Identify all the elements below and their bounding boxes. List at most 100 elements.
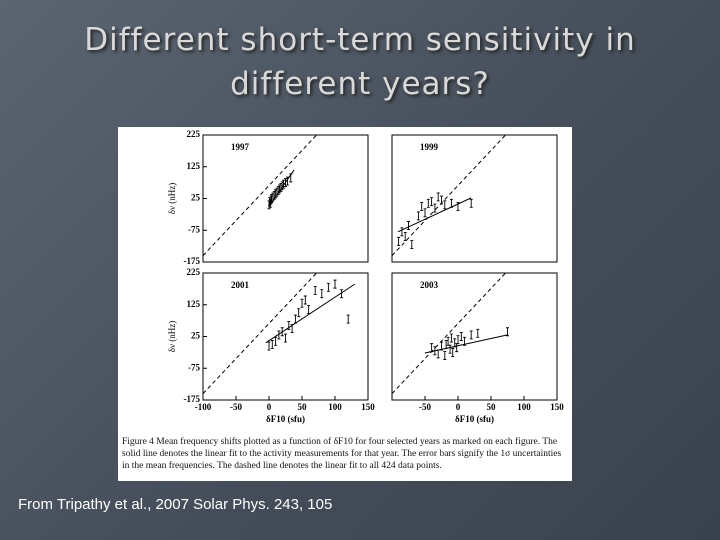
- global-fit-line: [391, 272, 506, 394]
- figure: [118, 127, 572, 481]
- panel-label: 1999: [420, 142, 439, 152]
- data-point: [307, 305, 311, 314]
- data-point: [449, 333, 453, 343]
- data-point: [448, 344, 452, 354]
- data-point: [423, 208, 427, 218]
- data-point: [313, 286, 317, 295]
- data-point: [290, 324, 294, 334]
- x-axis-label: δF10 (sfu): [266, 414, 305, 424]
- data-point: [463, 336, 467, 346]
- data-point: [444, 339, 448, 349]
- data-point: [403, 232, 407, 242]
- data-point: [436, 192, 440, 202]
- data-point: [400, 227, 404, 237]
- panel-frame: [391, 272, 558, 401]
- data-point: [446, 336, 450, 346]
- data-point: [340, 289, 344, 299]
- data-point: [440, 195, 443, 205]
- data-point: [284, 333, 287, 343]
- data-point: [455, 343, 459, 353]
- data-point: [410, 240, 414, 249]
- data-point: [267, 341, 271, 351]
- x-tick-label: 0: [456, 402, 461, 412]
- data-point: [270, 339, 274, 349]
- data-point: [443, 351, 447, 360]
- data-point: [506, 327, 509, 337]
- data-point: [303, 295, 307, 305]
- panel-label: 1997: [231, 142, 250, 152]
- x-axis-label: δF10 (sfu): [455, 414, 494, 424]
- data-point: [407, 221, 410, 230]
- data-point: [433, 203, 437, 213]
- data-point: [333, 279, 337, 289]
- global-fit-line: [391, 134, 506, 256]
- data-point: [426, 198, 430, 208]
- y-tick-label: -75: [188, 224, 200, 234]
- slide-title: different years?: [230, 66, 490, 102]
- y-tick-label: 125: [187, 161, 201, 171]
- y-tick-label: -175: [184, 256, 201, 266]
- data-point: [287, 320, 291, 330]
- global-fit-line: [202, 134, 317, 256]
- data-point: [326, 282, 330, 292]
- data-point: [476, 328, 480, 338]
- figure-caption: Figure 4 Mean frequency shifts plotted a…: [122, 437, 562, 471]
- data-point: [416, 211, 420, 221]
- data-point: [420, 201, 424, 211]
- data-point: [284, 178, 287, 188]
- x-tick-label: 50: [298, 402, 308, 412]
- data-point: [289, 173, 293, 183]
- y-axis-label: δν (nHz): [167, 321, 177, 353]
- data-point: [453, 338, 457, 348]
- year-fit-line: [397, 197, 472, 233]
- panel-frame: [391, 134, 558, 263]
- data-point: [430, 197, 434, 207]
- x-tick-label: 0: [267, 402, 272, 412]
- y-tick-label: -175: [184, 394, 201, 404]
- data-point: [469, 198, 473, 208]
- slide-title: Different short-term sensitivity in: [84, 22, 636, 58]
- y-tick-label: 125: [187, 299, 201, 309]
- x-tick-label: -50: [419, 402, 431, 412]
- data-point: [451, 347, 455, 357]
- data-point: [440, 341, 443, 351]
- data-point: [456, 335, 460, 345]
- x-tick-label: 150: [550, 402, 564, 412]
- data-point: [293, 314, 297, 324]
- x-tick-label: 50: [487, 402, 497, 412]
- data-point: [277, 330, 281, 340]
- source: From Tripathy et al., 2007 Solar Phys. 2…: [18, 496, 333, 513]
- x-tick-label: 100: [328, 402, 342, 412]
- y-tick-label: -75: [188, 362, 200, 372]
- data-point: [346, 314, 350, 324]
- x-tick-label: -100: [195, 402, 212, 412]
- x-tick-label: 100: [517, 402, 531, 412]
- data-point: [459, 332, 463, 341]
- data-point: [320, 289, 324, 299]
- data-point: [285, 176, 289, 186]
- y-tick-label: 25: [191, 193, 201, 203]
- data-point: [469, 330, 473, 340]
- panel-label: 2001: [231, 280, 250, 290]
- x-tick-label: 150: [361, 402, 375, 412]
- panel-label: 2003: [420, 280, 439, 290]
- data-point: [274, 336, 278, 346]
- y-axis-label: δν (nHz): [167, 183, 177, 215]
- data-point: [433, 346, 437, 356]
- data-point: [449, 198, 453, 208]
- data-point: [282, 179, 286, 189]
- data-point: [397, 236, 401, 246]
- data-point: [300, 298, 304, 308]
- y-tick-label: 225: [187, 129, 201, 139]
- data-point: [456, 201, 460, 211]
- data-point: [443, 200, 447, 210]
- data-point: [280, 327, 284, 337]
- year-fit-line: [265, 283, 356, 344]
- panel-frame: [202, 134, 369, 263]
- y-tick-label: 25: [191, 331, 201, 341]
- x-tick-label: -50: [230, 402, 242, 412]
- data-point: [297, 308, 301, 318]
- global-fit-line: [202, 272, 317, 394]
